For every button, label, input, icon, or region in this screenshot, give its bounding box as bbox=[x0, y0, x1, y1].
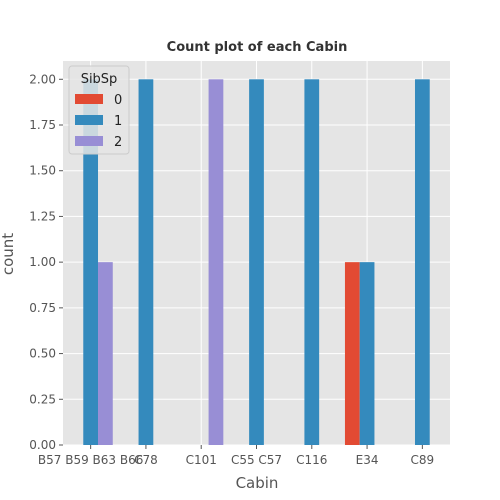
y-tick-label: 1.50 bbox=[29, 164, 56, 178]
legend-swatch bbox=[75, 94, 103, 104]
bar-sibsp-1 bbox=[249, 79, 264, 446]
bar-sibsp-2 bbox=[208, 79, 224, 446]
legend-swatch bbox=[75, 115, 103, 125]
y-tick-label: 0.75 bbox=[29, 301, 56, 315]
x-tick-label: C55 C57 bbox=[231, 453, 282, 467]
chart-title: Count plot of each Cabin bbox=[167, 40, 348, 55]
y-tick-label: 0.25 bbox=[29, 392, 56, 406]
x-tick-label: C78 bbox=[134, 453, 158, 467]
bar-sibsp-2 bbox=[98, 262, 113, 445]
y-ticks: 0.00 0.25 0.50 0.75 1.00 1.25 1.50 1.75 2.00 bbox=[29, 72, 63, 452]
x-tick-label: C116 bbox=[296, 453, 327, 467]
legend: SibSp 0 1 2 bbox=[68, 65, 130, 155]
bar-sibsp-1 bbox=[138, 79, 154, 446]
legend-entry: 2 bbox=[114, 135, 122, 150]
y-tick-label: 1.25 bbox=[29, 209, 56, 223]
legend-entry: 1 bbox=[114, 114, 122, 129]
bars bbox=[83, 79, 430, 446]
legend-swatch bbox=[75, 136, 103, 146]
legend-box bbox=[68, 65, 130, 155]
y-tick-label: 1.00 bbox=[29, 255, 56, 269]
bar-sibsp-1 bbox=[414, 79, 430, 446]
bar-sibsp-1 bbox=[359, 262, 375, 445]
x-tick-label: E34 bbox=[356, 453, 379, 467]
y-tick-label: 0.00 bbox=[29, 438, 56, 452]
y-tick-label: 0.50 bbox=[29, 347, 56, 361]
legend-entry: 0 bbox=[114, 93, 122, 108]
bar-sibsp-1 bbox=[304, 79, 320, 446]
y-tick-label: 1.75 bbox=[29, 118, 56, 132]
bar-sibsp-1 bbox=[83, 79, 99, 446]
x-tick-label: B57 B59 B63 B66 bbox=[38, 453, 143, 467]
y-tick-label: 2.00 bbox=[29, 72, 56, 86]
x-tick-label: C101 bbox=[186, 453, 217, 467]
x-tick-label: C89 bbox=[411, 453, 435, 467]
legend-title: SibSp bbox=[81, 72, 118, 87]
y-axis-label: count bbox=[0, 233, 17, 275]
x-axis-label: Cabin bbox=[236, 474, 279, 492]
bar-sibsp-0 bbox=[344, 262, 360, 445]
